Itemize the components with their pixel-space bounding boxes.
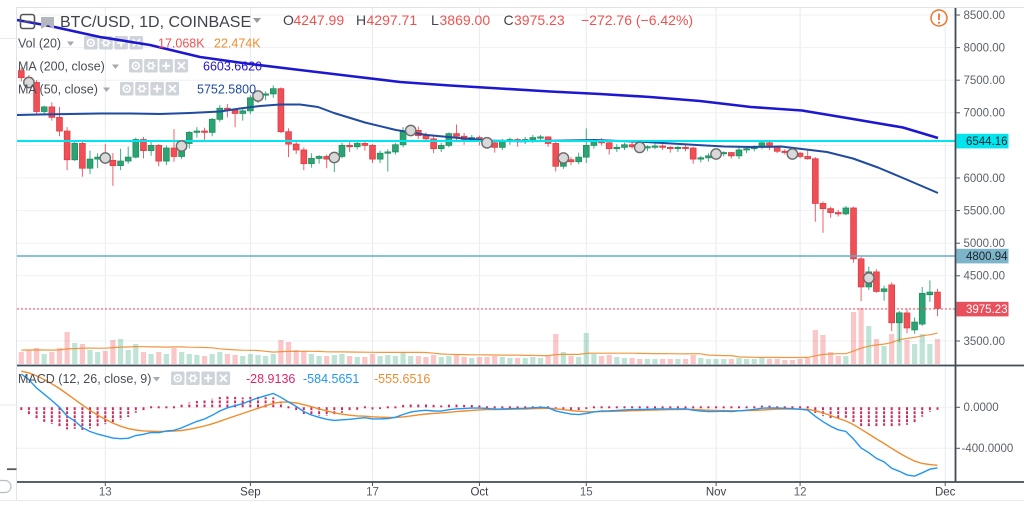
svg-text:Nov: Nov bbox=[706, 487, 727, 499]
svg-text:Dec: Dec bbox=[935, 487, 956, 499]
svg-text:Oct: Oct bbox=[470, 487, 489, 499]
svg-text:15: 15 bbox=[580, 487, 593, 499]
svg-text:7000.00: 7000.00 bbox=[964, 108, 1006, 120]
svg-text:3975.23: 3975.23 bbox=[514, 12, 565, 28]
svg-text:-555.6516: -555.6516 bbox=[374, 372, 430, 386]
svg-text:6544.16: 6544.16 bbox=[966, 136, 1008, 148]
svg-text:-400.0000: -400.0000 bbox=[962, 443, 1014, 455]
svg-text:MA (200, close): MA (200, close) bbox=[18, 60, 105, 74]
svg-text:-28.9136: -28.9136 bbox=[246, 372, 295, 386]
svg-text:3975.23: 3975.23 bbox=[966, 304, 1008, 316]
svg-text:17.068K: 17.068K bbox=[158, 37, 205, 51]
svg-text:−272.76 (−6.42%): −272.76 (−6.42%) bbox=[581, 12, 693, 28]
svg-text:4297.71: 4297.71 bbox=[367, 12, 418, 28]
svg-text:6000.00: 6000.00 bbox=[964, 173, 1006, 185]
svg-text:4247.99: 4247.99 bbox=[294, 12, 345, 28]
svg-text:7500.00: 7500.00 bbox=[964, 75, 1006, 87]
svg-text:8000.00: 8000.00 bbox=[964, 42, 1006, 54]
svg-text:4500.00: 4500.00 bbox=[964, 271, 1006, 283]
svg-text:MACD (12, 26, close, 9): MACD (12, 26, close, 9) bbox=[18, 372, 151, 386]
svg-text:6603.6620: 6603.6620 bbox=[203, 60, 262, 74]
svg-text:3500.00: 3500.00 bbox=[964, 336, 1006, 348]
svg-text:BTC/USD, 1D, COINBASE: BTC/USD, 1D, COINBASE bbox=[60, 14, 251, 31]
svg-text:H: H bbox=[356, 12, 366, 28]
svg-text:L: L bbox=[431, 12, 439, 28]
svg-text:0.0000: 0.0000 bbox=[964, 402, 999, 414]
svg-text:C: C bbox=[504, 12, 514, 28]
svg-text:4800.94: 4800.94 bbox=[966, 251, 1008, 263]
svg-text:5000.00: 5000.00 bbox=[964, 238, 1006, 250]
svg-text:8500.00: 8500.00 bbox=[964, 10, 1006, 22]
svg-text:MA (50, close): MA (50, close) bbox=[18, 83, 98, 97]
svg-text:22.474K: 22.474K bbox=[214, 37, 261, 51]
svg-text:Vol (20): Vol (20) bbox=[18, 37, 61, 51]
svg-text:12: 12 bbox=[794, 487, 807, 499]
svg-text:-584.5651: -584.5651 bbox=[303, 372, 359, 386]
svg-text:13: 13 bbox=[99, 487, 112, 499]
svg-text:5752.5800: 5752.5800 bbox=[197, 83, 256, 97]
svg-text:Sep: Sep bbox=[240, 487, 260, 499]
svg-text:O: O bbox=[283, 12, 294, 28]
svg-text:17: 17 bbox=[366, 487, 379, 499]
svg-text:5500.00: 5500.00 bbox=[964, 205, 1006, 217]
svg-text:3869.00: 3869.00 bbox=[440, 12, 491, 28]
